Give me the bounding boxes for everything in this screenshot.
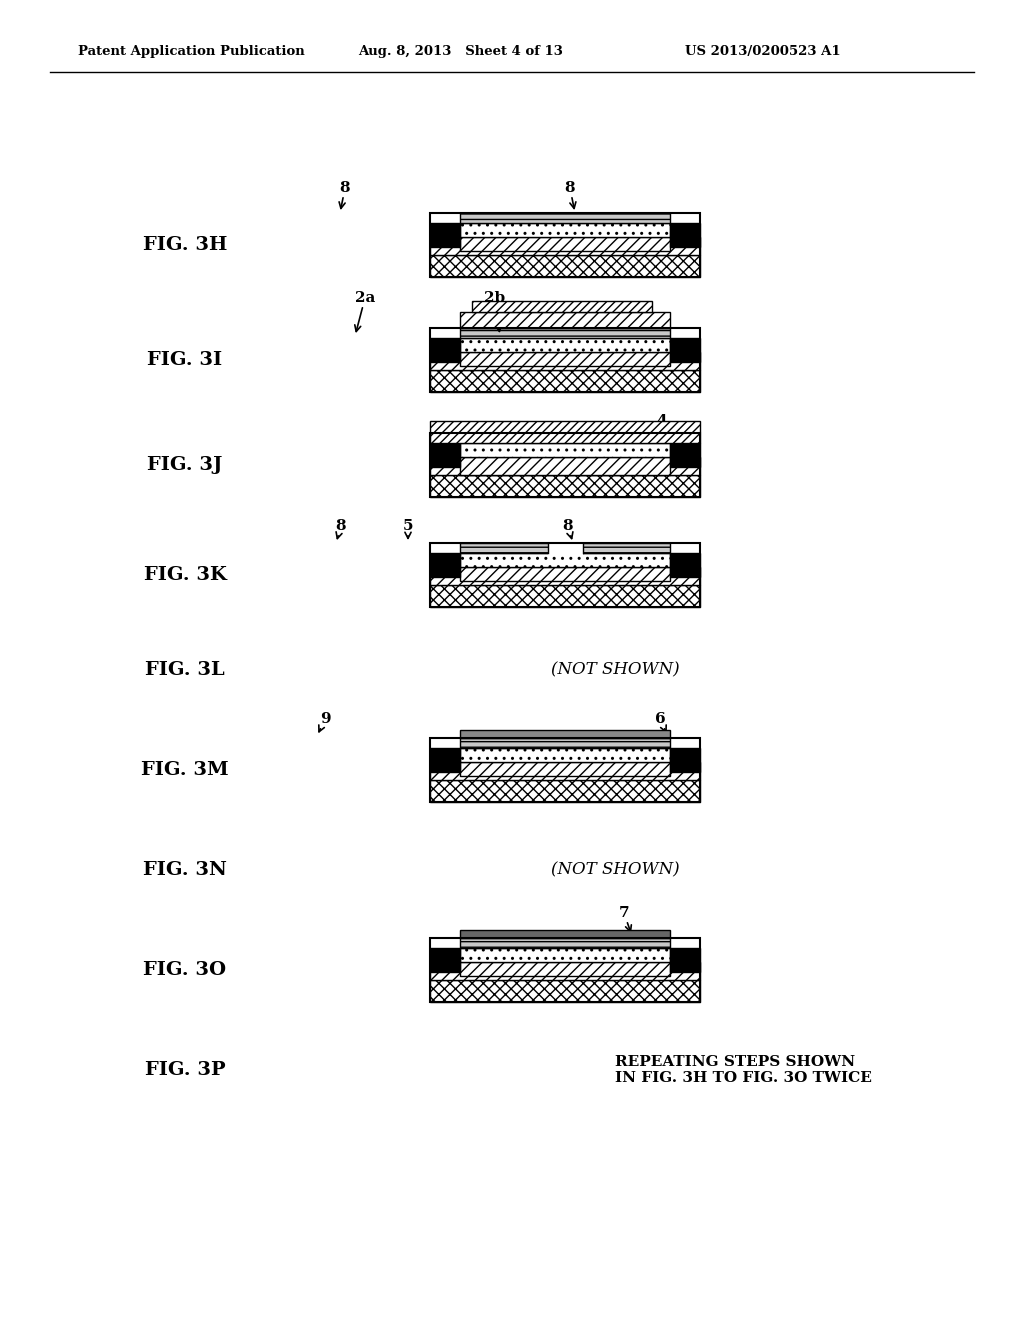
Bar (460, 543, 670, 553)
Bar (430, 475, 700, 498)
Bar (430, 780, 700, 803)
Bar (460, 748, 670, 762)
Bar (430, 979, 700, 1002)
Text: US 2013/0200523 A1: US 2013/0200523 A1 (685, 45, 841, 58)
Bar (430, 238, 700, 255)
Text: 8: 8 (562, 519, 573, 539)
Text: 8: 8 (564, 181, 575, 209)
Bar (430, 223, 460, 247)
Bar (430, 585, 700, 607)
Bar (430, 421, 700, 444)
Bar (460, 568, 670, 581)
Bar (430, 748, 460, 772)
Bar (460, 444, 670, 457)
Bar (460, 931, 670, 939)
Bar (430, 433, 700, 498)
Bar (460, 553, 670, 568)
Text: 8: 8 (336, 519, 346, 539)
Text: FIG. 3I: FIG. 3I (147, 351, 222, 370)
Text: (NOT SHOWN): (NOT SHOWN) (551, 862, 679, 879)
Bar (460, 457, 670, 475)
Text: 5: 5 (402, 519, 414, 539)
Bar (430, 762, 700, 780)
Bar (460, 338, 670, 352)
Bar (460, 352, 670, 366)
Text: FIG. 3H: FIG. 3H (142, 236, 227, 253)
Bar (430, 939, 700, 1002)
Bar (460, 948, 670, 962)
Text: 4: 4 (656, 414, 670, 430)
Bar (430, 962, 700, 979)
Bar (430, 213, 700, 277)
Text: REPEATING STEPS SHOWN
IN FIG. 3H TO FIG. 3O TWICE: REPEATING STEPS SHOWN IN FIG. 3H TO FIG.… (615, 1055, 871, 1085)
Text: FIG. 3J: FIG. 3J (147, 455, 222, 474)
Text: FIG. 3K: FIG. 3K (143, 566, 226, 583)
Bar (670, 948, 700, 972)
Bar (430, 553, 460, 577)
Text: FIG. 3L: FIG. 3L (145, 661, 225, 678)
Bar (670, 444, 700, 467)
Bar (460, 730, 670, 738)
Bar (430, 370, 700, 392)
Bar (430, 352, 700, 370)
Bar (430, 338, 460, 362)
Text: FIG. 3M: FIG. 3M (141, 762, 228, 779)
Bar (670, 338, 700, 362)
Bar (430, 327, 700, 392)
Bar (430, 444, 460, 467)
Text: FIG. 3N: FIG. 3N (143, 861, 227, 879)
Bar (430, 568, 700, 585)
Bar (460, 312, 670, 327)
Bar (548, 541, 583, 554)
Text: 2a: 2a (354, 290, 375, 331)
Bar (460, 327, 670, 338)
Text: 9: 9 (318, 711, 331, 731)
Bar (430, 948, 460, 972)
Bar (460, 939, 670, 948)
Bar (460, 738, 670, 748)
Bar (430, 255, 700, 277)
Text: Patent Application Publication: Patent Application Publication (78, 45, 305, 58)
Text: 6: 6 (654, 711, 667, 731)
Bar (670, 223, 700, 247)
Text: FIG. 3P: FIG. 3P (144, 1061, 225, 1078)
Bar (670, 553, 700, 577)
Bar (430, 738, 700, 803)
Bar (460, 762, 670, 776)
Text: 8: 8 (339, 181, 350, 209)
Text: Aug. 8, 2013   Sheet 4 of 13: Aug. 8, 2013 Sheet 4 of 13 (358, 45, 563, 58)
Bar (670, 748, 700, 772)
Bar (460, 213, 670, 223)
Text: 7: 7 (618, 906, 632, 932)
Bar (430, 457, 700, 475)
Bar (460, 238, 670, 251)
Bar (472, 301, 652, 312)
Bar (460, 962, 670, 975)
Text: FIG. 3O: FIG. 3O (143, 961, 226, 979)
Text: (NOT SHOWN): (NOT SHOWN) (551, 661, 679, 678)
Text: 2b: 2b (484, 290, 506, 331)
Bar (460, 223, 670, 238)
Bar (430, 543, 700, 607)
